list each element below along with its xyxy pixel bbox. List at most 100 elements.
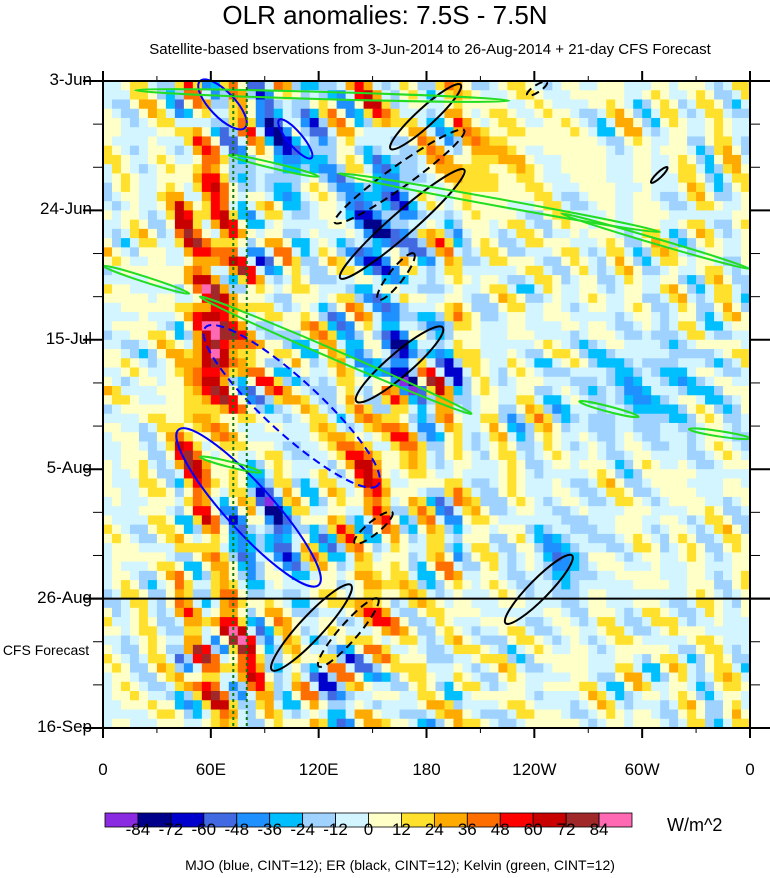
heatmap-cell — [399, 580, 410, 590]
heatmap-cell — [336, 533, 347, 544]
heatmap-cell — [363, 561, 374, 572]
heatmap-cell — [507, 515, 517, 526]
heatmap-cell — [255, 589, 266, 600]
heatmap-cell — [228, 487, 239, 498]
heatmap-cell — [156, 533, 167, 544]
heatmap-cell — [354, 441, 365, 452]
heatmap-cell — [597, 367, 607, 378]
heatmap-cell — [327, 349, 338, 359]
heatmap-cell — [336, 164, 347, 175]
heatmap-cell — [417, 663, 428, 674]
heatmap-cell — [561, 376, 571, 387]
heatmap-cell — [579, 524, 589, 535]
heatmap-cell — [453, 256, 464, 267]
heatmap-cell — [552, 561, 562, 572]
heatmap-cell — [103, 469, 113, 480]
heatmap-cell — [237, 210, 248, 221]
heatmap-cell — [291, 99, 302, 110]
heatmap-cell — [255, 506, 266, 517]
heatmap-cell — [147, 247, 158, 258]
heatmap-cell — [570, 663, 580, 674]
heatmap-cell — [156, 247, 167, 258]
heatmap-cell — [255, 691, 266, 701]
heatmap-cell — [624, 589, 634, 600]
heatmap-cell — [219, 145, 230, 156]
heatmap-cell — [354, 543, 365, 553]
heatmap-cell — [210, 663, 221, 674]
heatmap-cell — [111, 459, 122, 470]
heatmap-cell — [678, 191, 688, 202]
heatmap-cell — [336, 598, 347, 609]
heatmap-cell — [651, 700, 661, 711]
heatmap-cell — [660, 700, 670, 711]
heatmap-cell — [120, 700, 131, 711]
heatmap-cell — [453, 700, 464, 711]
heatmap-cell — [480, 99, 491, 110]
heatmap-cell — [435, 302, 446, 313]
heatmap-cell — [390, 173, 401, 184]
heatmap-cell — [480, 145, 491, 156]
heatmap-cell — [741, 164, 751, 175]
heatmap-cell — [309, 580, 320, 590]
heatmap-cell — [219, 127, 230, 138]
heatmap-cell — [120, 302, 131, 313]
heatmap-cell — [687, 321, 697, 332]
heatmap-cell — [498, 635, 508, 646]
heatmap-cell — [723, 496, 733, 507]
heatmap-cell — [138, 441, 149, 452]
heatmap-cell — [417, 256, 428, 267]
heatmap-cell — [471, 626, 482, 637]
heatmap-cell — [444, 607, 455, 618]
heatmap-cell — [723, 219, 733, 230]
heatmap-cell — [507, 117, 517, 128]
heatmap-cell — [291, 580, 302, 590]
heatmap-cell — [660, 284, 670, 295]
heatmap-cell — [282, 644, 293, 655]
heatmap-cell — [615, 182, 625, 193]
heatmap-cell — [453, 413, 464, 424]
heatmap-cell — [552, 284, 562, 295]
heatmap-cell — [282, 404, 293, 415]
heatmap-cell — [651, 404, 661, 415]
heatmap-cell — [282, 256, 293, 267]
heatmap-cell — [705, 182, 715, 193]
heatmap-cell — [570, 533, 580, 544]
heatmap-cell — [660, 247, 670, 258]
heatmap-cell — [516, 441, 526, 452]
heatmap-cell — [201, 228, 212, 239]
heatmap-cell — [174, 127, 185, 138]
heatmap-cell — [255, 487, 266, 498]
heatmap-cell — [354, 339, 365, 350]
heatmap-cell — [201, 312, 212, 322]
heatmap-cell — [237, 81, 248, 91]
heatmap-cell — [651, 90, 661, 101]
heatmap-cell — [345, 524, 356, 535]
heatmap-cell — [282, 506, 293, 517]
heatmap-cell — [273, 302, 284, 313]
heatmap-cell — [264, 607, 275, 618]
heatmap-cell — [453, 367, 464, 378]
heatmap-cell — [237, 654, 248, 664]
heatmap-cell — [615, 644, 625, 655]
heatmap-cell — [723, 561, 733, 572]
heatmap-cell — [561, 432, 571, 443]
heatmap-cell — [129, 90, 140, 101]
heatmap-cell — [462, 487, 473, 498]
heatmap-cell — [741, 543, 751, 553]
heatmap-cell — [165, 395, 176, 406]
heatmap-cell — [741, 487, 751, 498]
heatmap-cell — [678, 709, 688, 720]
heatmap-cell — [381, 228, 392, 239]
heatmap-cell — [534, 496, 544, 507]
heatmap-cell — [111, 376, 122, 387]
heatmap-cell — [309, 182, 320, 193]
heatmap-cell — [426, 709, 437, 720]
heatmap-cell — [561, 589, 571, 600]
heatmap-cell — [723, 117, 733, 128]
heatmap-cell — [507, 256, 517, 267]
heatmap-cell — [399, 543, 410, 553]
heatmap-cell — [417, 496, 428, 507]
heatmap-cell — [219, 302, 230, 313]
heatmap-cell — [273, 404, 284, 415]
heatmap-cell — [453, 459, 464, 470]
